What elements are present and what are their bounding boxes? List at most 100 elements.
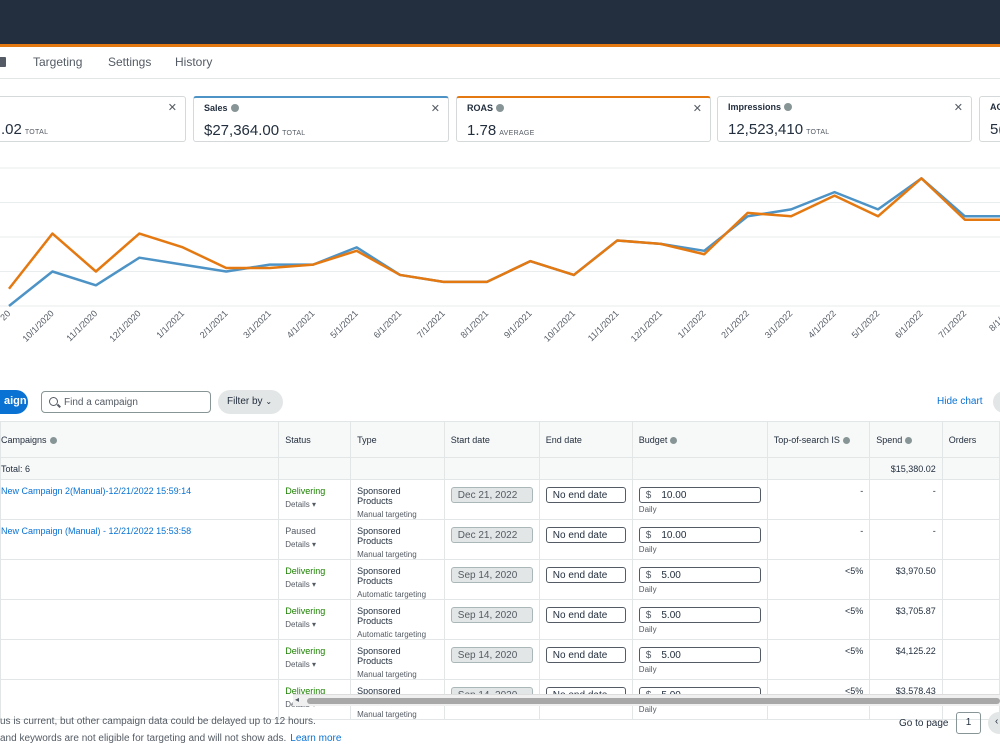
metric-card-spend[interactable]: .02 TOTAL ✕ — [0, 96, 186, 142]
end-date-field[interactable]: No end date — [545, 647, 626, 663]
budget-period: Daily — [638, 585, 657, 594]
close-icon[interactable]: ✕ — [953, 102, 963, 114]
targeting-type: Manual targeting — [357, 670, 417, 679]
budget-input[interactable]: $5.00 — [638, 567, 761, 583]
hide-chart-link[interactable]: Hide chart — [937, 396, 983, 407]
chart-series-line-0 — [8, 177, 1000, 307]
top-of-search-value: <5% — [844, 566, 864, 576]
x-tick-label: 11/1/2020 — [64, 308, 99, 343]
column-header-orders[interactable]: Orders — [941, 421, 1000, 458]
status-text: Delivering — [285, 566, 326, 576]
close-icon[interactable]: ✕ — [167, 102, 177, 114]
search-field[interactable] — [41, 391, 211, 413]
spend-value: $3,705.87 — [895, 606, 936, 616]
tab-targeting[interactable]: Targeting — [33, 55, 83, 69]
x-tick-label: 6/1/2021 — [372, 308, 404, 340]
end-date-field[interactable]: No end date — [545, 567, 626, 583]
x-tick-label: 3/1/2022 — [763, 308, 795, 340]
campaign-name-link[interactable] — [1, 600, 272, 606]
column-header-campaigns[interactable]: Campaigns — [0, 421, 280, 458]
column-header-budget[interactable]: Budget — [631, 421, 768, 458]
info-icon — [670, 436, 678, 444]
scroll-left-icon[interactable]: ◂ — [295, 695, 300, 704]
campaign-name-link[interactable]: New Campaign (Manual) - 12/21/2022 15:53… — [1, 526, 192, 536]
details-dropdown[interactable]: Details ▾ — [285, 540, 316, 549]
close-icon[interactable]: ✕ — [692, 103, 702, 115]
metric-value: 1.78 AVERAGE — [467, 122, 535, 139]
metric-card-impressions[interactable]: Impressions 12,523,410 TOTAL ✕ — [717, 96, 972, 142]
start-date-field: Sep 14, 2020 — [450, 647, 533, 663]
end-date-field[interactable]: No end date — [545, 527, 626, 543]
page-number-input[interactable]: 1 — [956, 712, 981, 734]
chart-series-line-1 — [8, 177, 1000, 290]
column-header-top-of-search[interactable]: Top-of-search IS — [766, 421, 871, 458]
close-icon[interactable]: ✕ — [430, 103, 440, 115]
targeting-type: Automatic targeting — [357, 630, 427, 639]
details-dropdown[interactable]: Details ▾ — [285, 500, 316, 509]
details-dropdown[interactable]: Details ▾ — [285, 620, 316, 629]
settings-round-button[interactable] — [993, 391, 1000, 413]
performance-line-chart: 20 10/1/2020 11/1/2020 12/1/2020 1/1/2021 2/1… — [0, 167, 1000, 344]
end-date-field[interactable]: No end date — [545, 487, 626, 503]
scrollbar-thumb[interactable] — [307, 698, 1000, 704]
metric-card-acos[interactable]: AC 5( — [979, 96, 1000, 142]
campaign-name-link[interactable]: New Campaign 2(Manual)-12/21/2022 15:59:… — [1, 486, 192, 496]
currency-symbol: $ — [645, 610, 652, 621]
data-delay-note: us is current, but other campaign data c… — [0, 716, 316, 727]
x-tick-label: 20 — [0, 308, 12, 322]
column-header-start-date[interactable]: Start date — [443, 421, 540, 458]
top-of-search-value: <5% — [844, 686, 864, 696]
end-date-field[interactable]: No end date — [545, 607, 626, 623]
x-tick-label: 5/1/2021 — [328, 308, 360, 340]
learn-more-link[interactable]: Learn more — [290, 733, 342, 744]
column-header-spend[interactable]: Spend — [869, 421, 943, 458]
spend-value: $3,578.43 — [895, 686, 936, 696]
column-header-type[interactable]: Type — [350, 421, 445, 458]
go-to-page-label: Go to page — [899, 718, 949, 729]
chevron-down-icon: ⌄ — [265, 397, 273, 406]
start-date-field: Sep 14, 2020 — [450, 567, 533, 583]
column-header-end-date[interactable]: End date — [538, 421, 633, 458]
total-label: Total: 6 — [1, 463, 31, 474]
metric-card-sales[interactable]: Sales $27,364.00 TOTAL ✕ — [193, 96, 449, 142]
campaign-type: Sponsored Products — [357, 526, 401, 546]
info-icon — [842, 436, 850, 444]
details-dropdown[interactable]: Details ▾ — [285, 580, 316, 589]
budget-input[interactable]: $10.00 — [638, 527, 761, 543]
campaign-name-link[interactable] — [1, 680, 272, 686]
x-tick-label: 7/1/2022 — [936, 308, 968, 340]
info-icon — [784, 103, 793, 111]
status-text: Paused — [285, 526, 316, 536]
previous-page-button[interactable]: ‹ — [988, 712, 1000, 734]
x-tick-label: 5/1/2022 — [850, 308, 882, 340]
campaign-name-link[interactable] — [1, 640, 272, 646]
x-tick-label: 9/1/2021 — [502, 308, 534, 340]
table-header-row: Campaigns Status Type Start date End dat… — [0, 421, 1000, 458]
budget-period: Daily — [638, 665, 657, 674]
campaign-tabs: Targeting Settings History — [0, 47, 1000, 79]
budget-period: Daily — [638, 505, 657, 514]
horizontal-scrollbar[interactable]: ◂ — [293, 694, 1000, 706]
tab-settings[interactable]: Settings — [108, 55, 152, 69]
search-input[interactable] — [64, 395, 204, 409]
targeting-type: Manual targeting — [357, 510, 417, 519]
info-icon — [49, 436, 57, 444]
campaign-name-link[interactable] — [1, 560, 272, 566]
x-tick-label: 4/1/2021 — [285, 308, 317, 340]
tab-history[interactable]: History — [175, 55, 213, 69]
filter-by-button[interactable]: Filter by ⌄ — [218, 390, 283, 414]
budget-input[interactable]: $5.00 — [638, 647, 761, 663]
create-campaign-button[interactable]: aign — [0, 390, 28, 414]
tab-overflow-icon[interactable] — [0, 57, 6, 67]
table-row: Delivering Details ▾ Sponsored Products Ma… — [0, 639, 1000, 680]
top-of-search-value: <5% — [844, 606, 864, 616]
status-text: Delivering — [285, 606, 326, 616]
x-tick-label: 4/1/2022 — [806, 308, 838, 340]
budget-input[interactable]: $10.00 — [638, 487, 761, 503]
column-header-status[interactable]: Status — [278, 421, 352, 458]
details-dropdown[interactable]: Details ▾ — [285, 660, 316, 669]
budget-period: Daily — [638, 545, 657, 554]
budget-input[interactable]: $5.00 — [638, 607, 761, 623]
spend-value: $4,125.22 — [895, 646, 936, 656]
metric-card-roas[interactable]: ROAS 1.78 AVERAGE ✕ — [456, 96, 711, 142]
